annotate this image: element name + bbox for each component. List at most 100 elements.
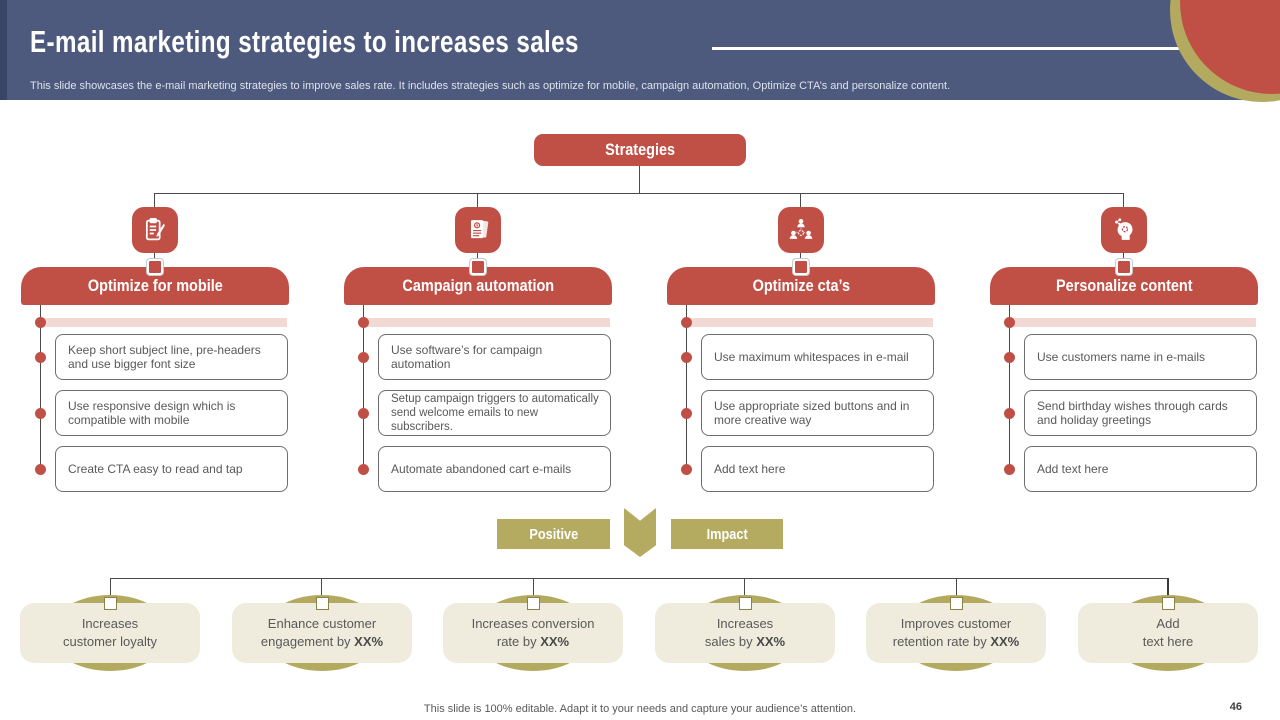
page-subtitle: This slide showcases the e-mail marketin…	[30, 80, 951, 92]
tip-text: Use responsive design which is compatibl…	[68, 399, 236, 427]
document-info-icon	[455, 207, 501, 253]
connector-stub-col2	[477, 193, 478, 207]
tip-box[interactable]: Add text here	[1024, 446, 1257, 492]
timeline-dot	[1004, 352, 1015, 363]
outcome-stub-6	[1167, 578, 1169, 603]
tip-text: Add text here	[714, 462, 786, 476]
outcome-line1: Enhance customer	[267, 616, 377, 631]
icon-connector-node	[1116, 259, 1132, 275]
outcome-connector-node	[1162, 597, 1175, 610]
tip-text: Create CTA easy to read and tap	[68, 462, 243, 476]
strategy-column-optimize-for-mobile: Optimize for mobile Keep short subject l…	[21, 207, 289, 497]
timeline-dot	[35, 408, 46, 419]
strategy-column-personalize-content: Personalize content Use customers name i…	[990, 207, 1258, 497]
outcome-card[interactable]: Add text here	[1078, 595, 1258, 671]
tip-text: Keep short subject line, pre-headers and…	[68, 343, 261, 371]
icon-connector-node	[470, 259, 486, 275]
timeline-dot	[1004, 408, 1015, 419]
outcome-card[interactable]: Improves customer retention rate by XX%	[866, 595, 1046, 671]
outcome-line2: engagement by XX%	[260, 634, 384, 649]
outcome-card[interactable]: Enhance customer engagement by XX%	[232, 595, 412, 671]
timeline-dot	[35, 464, 46, 475]
impact-text: Impact	[706, 525, 748, 543]
tip-box[interactable]: Keep short subject line, pre-headers and…	[55, 334, 288, 380]
outcome-card[interactable]: Increases sales by XX%	[655, 595, 835, 671]
tip-box[interactable]: Use responsive design which is compatibl…	[55, 390, 288, 436]
column-timeline	[363, 305, 364, 471]
column-timeline	[1009, 305, 1010, 471]
header-divider-line	[712, 47, 1182, 50]
tip-box[interactable]: Use appropriate sized buttons and in mor…	[701, 390, 934, 436]
outcome-stub-4	[744, 578, 745, 603]
outcome-connector-node	[739, 597, 752, 610]
tip-box[interactable]: Use software’s for campaign automation	[378, 334, 611, 380]
positive-text: Positive	[529, 525, 578, 543]
outcome-connector-node	[104, 597, 117, 610]
timeline-dot	[35, 352, 46, 363]
tip-box[interactable]: Send birthday wishes through cards and h…	[1024, 390, 1257, 436]
tip-text: Send birthday wishes through cards and h…	[1037, 399, 1228, 427]
tip-text: Setup campaign triggers to automatically…	[391, 393, 599, 433]
column-accent-strip	[1009, 318, 1256, 327]
tip-text: Use software’s for campaign automation	[391, 343, 543, 371]
outcome-connector-node	[527, 597, 540, 610]
tip-text: Add text here	[1037, 462, 1109, 476]
connector-root-horizontal	[154, 193, 1124, 194]
tip-text: Use appropriate sized buttons and in mor…	[714, 399, 910, 427]
column-timeline	[40, 305, 41, 471]
tip-text: Use maximum whitespaces in e-mail	[714, 350, 909, 364]
outcome-line2: retention rate by XX%	[892, 634, 1020, 649]
column-title: Optimize cta’s	[752, 276, 850, 295]
connector-root-vertical	[639, 166, 640, 193]
timeline-dot	[358, 408, 369, 419]
tip-box[interactable]: Use customers name in e-mails	[1024, 334, 1257, 380]
tip-box[interactable]: Automate abandoned cart e-mails	[378, 446, 611, 492]
column-accent-strip	[40, 318, 287, 327]
outcomes-horizontal-line	[110, 578, 1169, 579]
outcome-stub-3	[533, 578, 534, 603]
outcome-line1: Improves customer	[900, 616, 1012, 631]
outcome-line2: text here	[1142, 634, 1194, 649]
tip-box[interactable]: Create CTA easy to read and tap	[55, 446, 288, 492]
column-title: Optimize for mobile	[87, 276, 223, 295]
outcome-connector-node	[316, 597, 329, 610]
column-accent-strip	[686, 318, 933, 327]
timeline-dot	[358, 317, 369, 328]
timeline-dot	[681, 408, 692, 419]
outcome-line1: Increases	[716, 616, 774, 631]
timeline-dot	[358, 352, 369, 363]
strategy-column-campaign-automation: Campaign automation Use software’s for c…	[344, 207, 612, 497]
timeline-dot	[1004, 317, 1015, 328]
down-chevron-icon	[624, 508, 656, 557]
icon-connector-node	[793, 259, 809, 275]
tip-text: Use customers name in e-mails	[1037, 350, 1206, 364]
tip-box[interactable]: Use maximum whitespaces in e-mail	[701, 334, 934, 380]
strategies-root-node[interactable]: Strategies	[534, 134, 746, 166]
column-header[interactable]: Optimize cta’s	[667, 267, 935, 305]
team-hierarchy-icon	[778, 207, 824, 253]
outcome-line2: sales by XX%	[704, 634, 786, 649]
outcome-connector-node	[950, 597, 963, 610]
outcome-stub-1	[110, 578, 111, 603]
column-title: Campaign automation	[402, 276, 554, 295]
connector-stub-col1	[154, 193, 155, 207]
tip-box[interactable]: Setup campaign triggers to automatically…	[378, 390, 611, 436]
timeline-dot	[1004, 464, 1015, 475]
timeline-dot	[35, 317, 46, 328]
timeline-dot	[358, 464, 369, 475]
outcome-card[interactable]: Increases customer loyalty	[20, 595, 200, 671]
strategies-label: Strategies	[605, 140, 675, 159]
impact-label: Impact	[671, 519, 783, 549]
header-band: E-mail marketing strategies to increases…	[0, 0, 1280, 100]
icon-connector-node	[147, 259, 163, 275]
column-accent-strip	[363, 318, 610, 327]
page-title: E-mail marketing strategies to increases…	[30, 24, 579, 59]
tip-box[interactable]: Add text here	[701, 446, 934, 492]
footer-note: This slide is 100% editable. Adapt it to…	[423, 703, 857, 715]
outcome-line2: customer loyalty	[63, 634, 157, 649]
outcome-card[interactable]: Increases conversion rate by XX%	[443, 595, 623, 671]
page-number: 46	[1229, 701, 1242, 713]
positive-label: Positive	[497, 519, 610, 549]
connector-stub-col3	[800, 193, 801, 207]
